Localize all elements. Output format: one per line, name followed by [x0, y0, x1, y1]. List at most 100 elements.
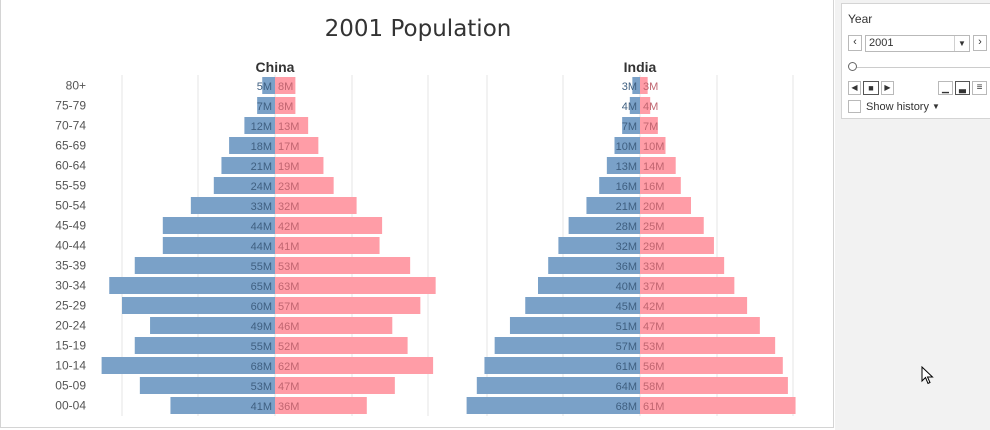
bar-right[interactable] [640, 137, 666, 154]
bar-right[interactable] [275, 337, 408, 354]
bar-right[interactable] [640, 177, 681, 194]
bar-right[interactable] [640, 357, 783, 374]
bar-right[interactable] [275, 157, 324, 174]
bar-right[interactable] [640, 337, 776, 354]
bar-left[interactable] [170, 397, 275, 414]
dropdown-caret-icon[interactable]: ▼ [931, 102, 940, 111]
year-label: Year [848, 12, 873, 26]
data-label-left: 18M [251, 141, 272, 153]
bar-left[interactable] [622, 117, 640, 134]
bar-left[interactable] [229, 137, 275, 154]
bar-left[interactable] [558, 237, 640, 254]
bar-left[interactable] [525, 297, 640, 314]
bar-right[interactable] [275, 117, 309, 134]
year-select[interactable]: 2001 ▼ [865, 35, 970, 52]
bar-left[interactable] [139, 377, 275, 394]
bar-left[interactable] [466, 397, 640, 414]
bar-left[interactable] [221, 157, 275, 174]
bar-right[interactable] [640, 97, 651, 114]
speed-fast-icon[interactable]: ≡ [972, 81, 987, 95]
data-label-right: 56M [643, 361, 664, 373]
bar-right[interactable] [640, 277, 735, 294]
year-slider-handle[interactable] [848, 62, 857, 71]
bar-left[interactable] [568, 217, 640, 234]
bar-left[interactable] [484, 357, 640, 374]
bar-left[interactable] [109, 277, 275, 294]
chevron-left-icon[interactable]: ‹ [848, 35, 862, 51]
bar-right[interactable] [640, 257, 725, 274]
bar-left[interactable] [632, 77, 640, 94]
bar-left[interactable] [586, 197, 640, 214]
bar-left[interactable] [614, 137, 641, 154]
bar-right[interactable] [640, 237, 714, 254]
show-history-label: Show history [866, 100, 929, 113]
bar-left[interactable] [150, 317, 275, 334]
data-label-right: 47M [278, 381, 299, 393]
data-label-left: 51M [616, 321, 637, 333]
bar-left[interactable] [213, 177, 275, 194]
speed-slow-icon[interactable]: ▁ [938, 81, 953, 95]
bar-right[interactable] [640, 217, 704, 234]
bar-right[interactable] [275, 217, 383, 234]
bar-left[interactable] [134, 257, 275, 274]
bar-left[interactable] [629, 97, 640, 114]
data-label-right: 53M [278, 261, 299, 273]
bar-left[interactable] [599, 177, 640, 194]
bar-left[interactable] [494, 337, 640, 354]
speed-medium-icon[interactable]: ▃ [955, 81, 970, 95]
bar-right[interactable] [275, 277, 436, 294]
data-label-left: 44M [251, 221, 272, 233]
bar-left[interactable] [244, 117, 275, 134]
bar-right[interactable] [275, 397, 367, 414]
bar-left[interactable] [548, 257, 640, 274]
bar-left[interactable] [606, 157, 640, 174]
data-label-right: 4M [643, 101, 658, 113]
bar-left[interactable] [122, 297, 275, 314]
data-label-left: 68M [251, 361, 272, 373]
bar-left[interactable] [257, 97, 275, 114]
step-forward-icon[interactable]: ▶ [881, 81, 894, 95]
bar-right[interactable] [275, 237, 380, 254]
bar-right[interactable] [275, 137, 319, 154]
bar-right[interactable] [640, 317, 760, 334]
bar-left[interactable] [162, 217, 275, 234]
bar-right[interactable] [275, 317, 393, 334]
show-history[interactable]: Show history ▼ [848, 100, 940, 113]
bar-right[interactable] [640, 157, 676, 174]
category-label: 05-09 [55, 379, 86, 393]
bar-right[interactable] [640, 77, 648, 94]
bar-right[interactable] [640, 377, 788, 394]
data-label-right: 17M [278, 141, 299, 153]
bar-right[interactable] [275, 297, 421, 314]
bar-left[interactable] [509, 317, 640, 334]
bar-right[interactable] [640, 397, 796, 414]
bar-left[interactable] [262, 77, 275, 94]
bar-left[interactable] [134, 337, 275, 354]
bar-right[interactable] [275, 357, 434, 374]
year-slider-track[interactable] [850, 67, 990, 68]
data-label-left: 24M [251, 181, 272, 193]
bar-right[interactable] [275, 177, 334, 194]
bar-left[interactable] [162, 237, 275, 254]
bar-right[interactable] [275, 197, 357, 214]
bar-left[interactable] [190, 197, 275, 214]
bar-right[interactable] [275, 77, 296, 94]
stop-icon[interactable]: ■ [863, 81, 879, 95]
bar-right[interactable] [275, 97, 296, 114]
bar-right[interactable] [275, 377, 395, 394]
chart-panel: 2001 Population [0, 0, 834, 428]
bar-left[interactable] [101, 357, 275, 374]
chevron-right-icon[interactable]: › [973, 35, 987, 51]
bar-right[interactable] [640, 117, 658, 134]
bar-right[interactable] [640, 197, 691, 214]
category-label: 00-04 [55, 399, 86, 413]
bar-left[interactable] [476, 377, 640, 394]
bar-left[interactable] [538, 277, 640, 294]
category-label: 20-24 [55, 319, 86, 333]
show-history-checkbox[interactable] [848, 100, 861, 113]
bar-right[interactable] [275, 257, 411, 274]
data-label-right: 46M [278, 321, 299, 333]
chevron-down-icon[interactable]: ▼ [954, 36, 969, 51]
step-back-icon[interactable]: ◀ [848, 81, 861, 95]
bar-right[interactable] [640, 297, 748, 314]
